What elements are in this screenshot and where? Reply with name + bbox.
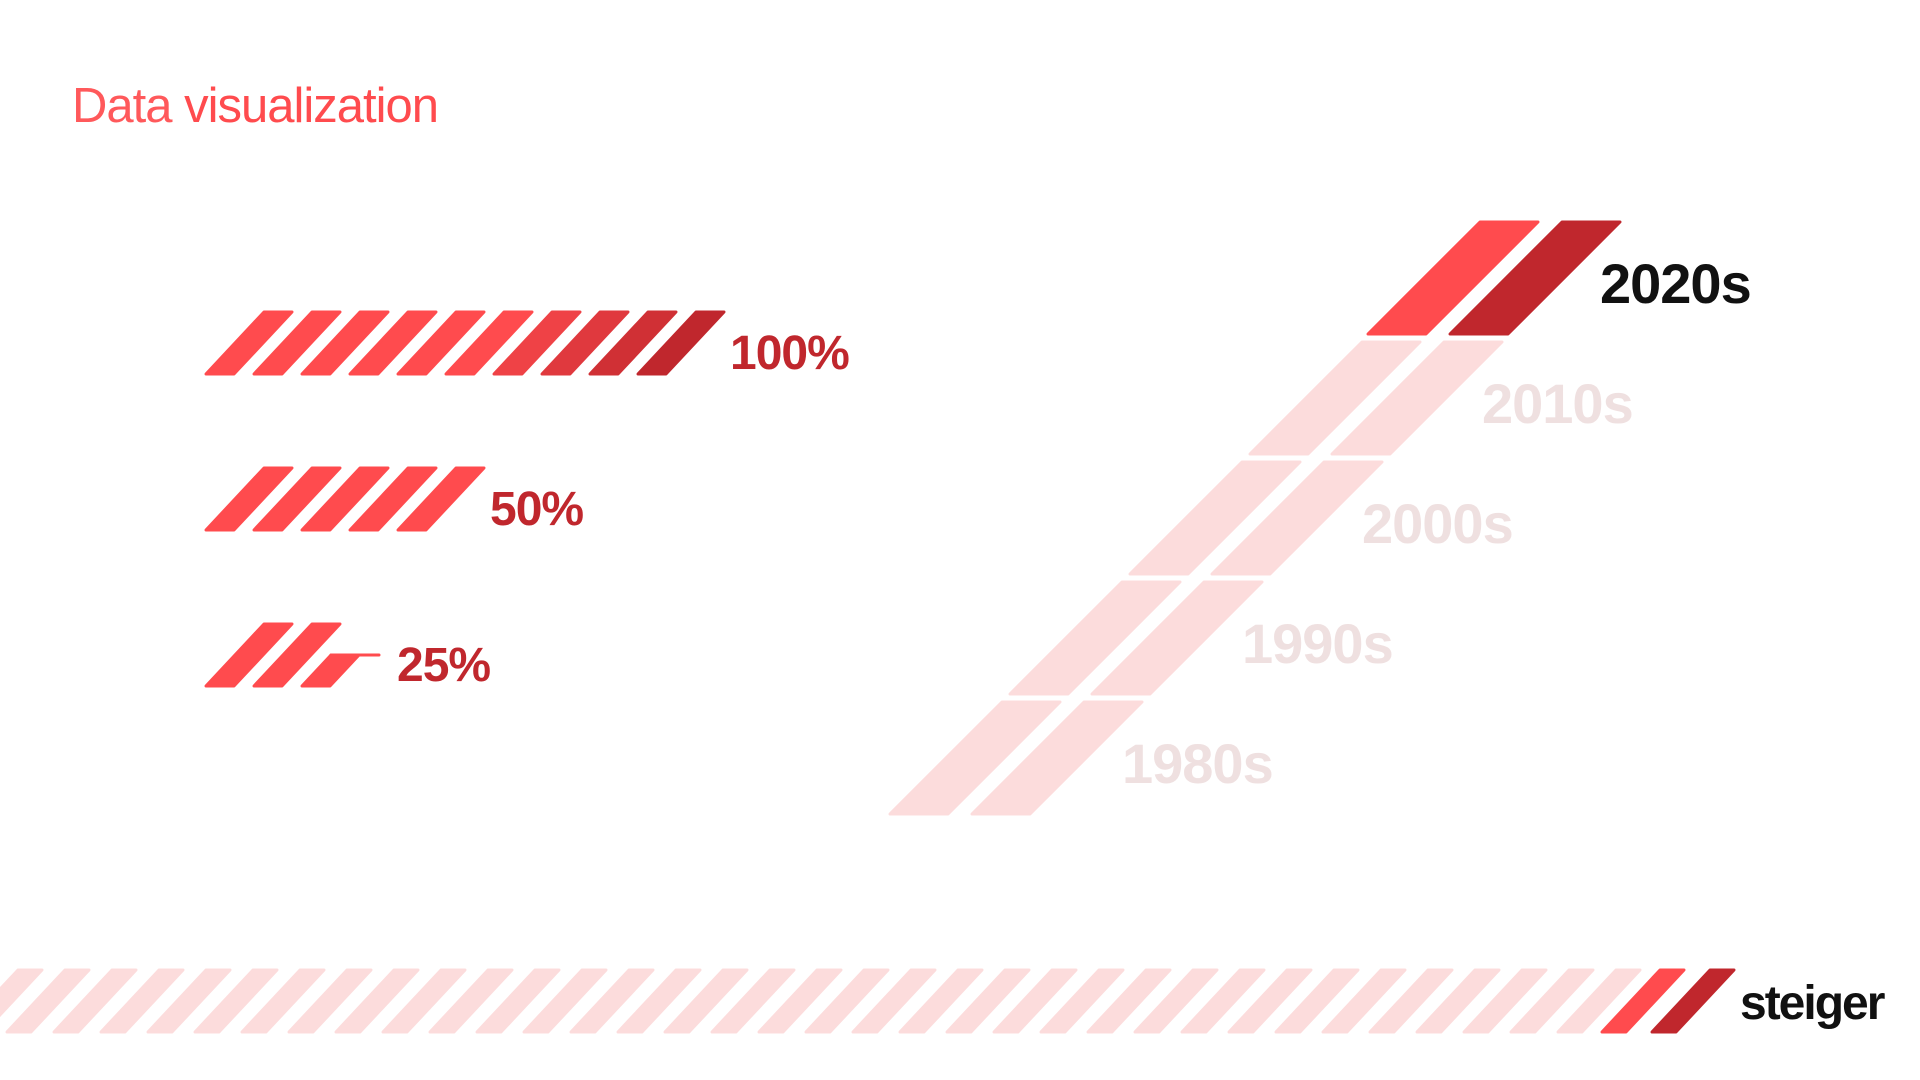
stripe-segment <box>1086 968 1172 1034</box>
progress-segment <box>252 622 342 688</box>
bottom-stripe-band <box>0 968 1736 1034</box>
stripe-segment <box>851 968 937 1034</box>
progress-segment <box>396 310 486 376</box>
progress-segment <box>300 310 390 376</box>
stripe-segment <box>992 968 1078 1034</box>
stripe-segment <box>804 968 890 1034</box>
stripe-segment <box>52 968 138 1034</box>
stripe-segment <box>334 968 420 1034</box>
progress-segment <box>252 310 342 376</box>
stripe-segment <box>1227 968 1313 1034</box>
stripe-segment <box>1133 968 1219 1034</box>
stripe-segment <box>99 968 185 1034</box>
progress-segment <box>348 466 438 532</box>
stripe-segment <box>0 968 44 1018</box>
page-title: Data visualization <box>72 78 439 134</box>
decade-bar-left <box>1366 220 1540 336</box>
progress-segment <box>252 466 342 532</box>
decade-label: 1980s <box>1122 732 1274 795</box>
stripe-segment <box>475 968 561 1034</box>
stripe-segment <box>663 968 749 1034</box>
progress-segment <box>444 310 534 376</box>
stripe-segment <box>5 968 91 1034</box>
stripe-segment <box>193 968 279 1034</box>
steiger-logo: steiger <box>1740 977 1885 1030</box>
progress-segment <box>204 310 294 376</box>
stripe-segment <box>569 968 655 1034</box>
progress-segment <box>204 622 294 688</box>
stripe-segment <box>710 968 796 1034</box>
stripe-segment-accent <box>1600 968 1686 1034</box>
stripe-segment <box>1039 968 1125 1034</box>
stripe-segment <box>945 968 1031 1034</box>
stripe-segment <box>381 968 467 1034</box>
progress-segment <box>588 310 678 376</box>
progress-segment <box>396 466 486 532</box>
decade-stair-graphic <box>888 220 1622 816</box>
progress-label: 50% <box>490 483 584 536</box>
decade-label: 2000s <box>1362 492 1514 555</box>
stripe-segment <box>1274 968 1360 1034</box>
decade-label: 1990s <box>1242 612 1394 675</box>
title-part-data: Data <box>72 79 173 133</box>
progress-segment <box>492 310 582 376</box>
stripe-segment <box>616 968 702 1034</box>
stripe-segment <box>428 968 514 1034</box>
decade-bar-right <box>970 700 1144 816</box>
decade-bar-left <box>888 700 1062 816</box>
decade-label: 2020s <box>1600 252 1752 315</box>
decade-bar-right <box>1210 460 1384 576</box>
decade-bar-right <box>1090 580 1264 696</box>
stripe-segment <box>1415 968 1501 1034</box>
decade-bar-right <box>1330 340 1504 456</box>
progress-segment <box>540 310 630 376</box>
stripe-segment <box>522 968 608 1034</box>
progress-segment <box>300 466 390 532</box>
stripe-segment-accent-dark <box>1650 968 1736 1034</box>
progress-segment-partial <box>300 653 361 688</box>
progress-label: 25% <box>397 639 491 692</box>
progress-segment <box>636 310 726 376</box>
stripe-segment <box>757 968 843 1034</box>
stripe-segment <box>1462 968 1548 1034</box>
progress-bars <box>204 310 726 688</box>
progress-segment <box>204 466 294 532</box>
decade-label: 2010s <box>1482 372 1634 435</box>
decade-bar-left <box>1008 580 1182 696</box>
stripe-segment <box>146 968 232 1034</box>
stripe-segment <box>1180 968 1266 1034</box>
stripe-segment <box>1509 968 1595 1034</box>
decade-bar-left <box>1248 340 1422 456</box>
stripe-segment <box>898 968 984 1034</box>
stripe-segment <box>1368 968 1454 1034</box>
decade-bar-left <box>1128 460 1302 576</box>
progress-segment <box>348 310 438 376</box>
stripe-segment <box>1556 968 1642 1034</box>
stripe-segment <box>240 968 326 1034</box>
stripe-segment <box>287 968 373 1034</box>
title-part-visualization: visualization <box>184 79 439 133</box>
decade-bar-right <box>1448 220 1622 336</box>
progress-label: 100% <box>730 327 850 380</box>
stripe-segment <box>1321 968 1407 1034</box>
